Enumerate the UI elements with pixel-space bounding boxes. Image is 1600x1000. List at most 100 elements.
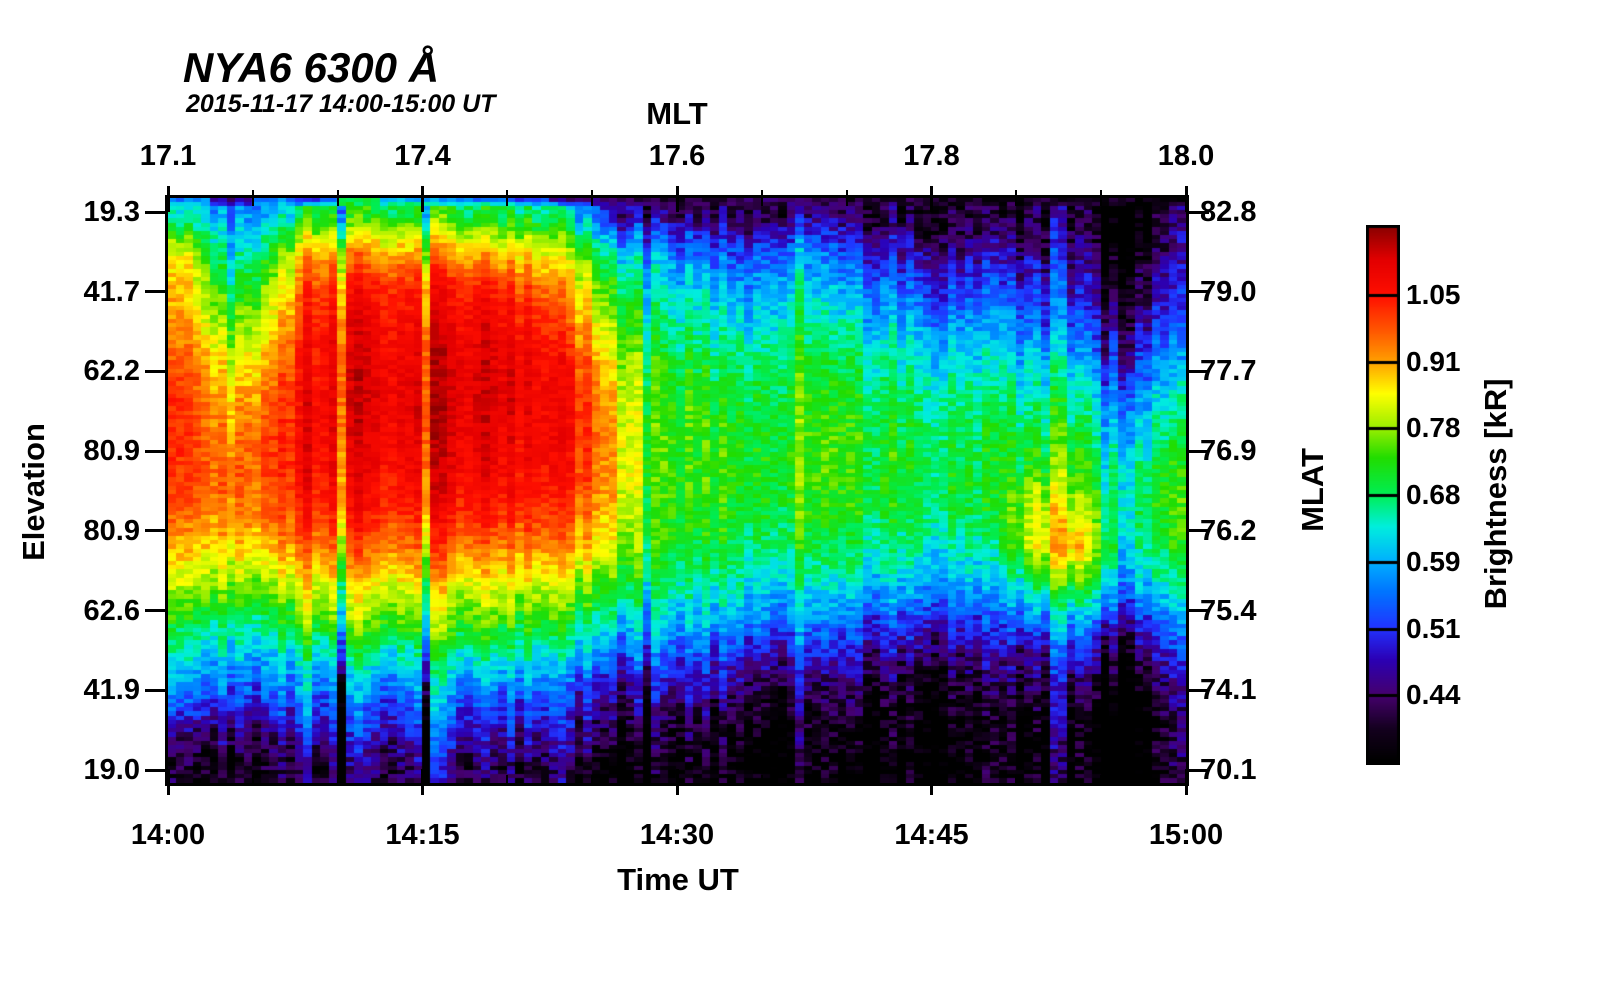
top-minor-tick (760, 198, 763, 206)
top-minor-tick (1015, 190, 1018, 195)
bottom-minor-tick (591, 775, 594, 783)
bottom-minor-tick (1100, 775, 1103, 783)
time-tick-label: 15:00 (1148, 819, 1224, 851)
right-tick (1189, 529, 1209, 533)
right-tick (1189, 449, 1209, 453)
bottom-minor-tick (506, 775, 509, 783)
mlt-tick-label: 17.8 (903, 140, 960, 172)
bottom-minor-tick (1015, 775, 1018, 783)
left-tick (145, 449, 165, 453)
top-major-tick (166, 186, 170, 195)
elevation-tick-label: 19.0 (83, 754, 140, 786)
left-tick (145, 529, 165, 533)
top-major-tick (1184, 198, 1188, 212)
left-tick (145, 768, 165, 772)
top-minor-tick (845, 198, 848, 206)
top-minor-tick (336, 190, 339, 195)
bottom-major-tick (166, 769, 170, 783)
top-minor-tick (845, 190, 848, 195)
bottom-minor-tick (845, 775, 848, 783)
colorbar-tick-label: 0.51 (1406, 612, 1461, 644)
plot-frame (165, 195, 1189, 786)
elevation-tick-label: 41.9 (83, 674, 140, 707)
top-minor-tick (506, 190, 509, 195)
mlt-tick-label: 18.0 (1157, 140, 1215, 172)
right-tick (1189, 290, 1209, 294)
left-tick (145, 369, 165, 373)
mlat-tick-label: 76.9 (1200, 435, 1257, 468)
keogram-heatmap-canvas (168, 198, 1186, 783)
mlat-tick-label: 77.7 (1200, 355, 1257, 388)
bottom-minor-tick (336, 775, 339, 783)
top-minor-tick (336, 198, 339, 206)
mlt-tick-label: 17.1 (139, 140, 197, 172)
time-tick-label: 14:45 (894, 819, 969, 851)
bottom-minor-tick (760, 775, 763, 783)
time-tick-label: 14:15 (385, 819, 460, 851)
colorbar-tick-label: 0.68 (1406, 479, 1461, 510)
bottom-major-tick (930, 769, 933, 783)
colorbar-tick-label: 0.91 (1406, 345, 1461, 377)
right-tick (1189, 768, 1209, 772)
time-tick-label: 14:00 (130, 819, 206, 851)
mlat-tick-label: 70.1 (1200, 754, 1257, 786)
top-minor-tick (251, 198, 254, 206)
mlt-tick-label: 17.6 (648, 140, 706, 172)
top-minor-tick (1100, 198, 1103, 206)
mlat-tick-label: 76.2 (1200, 514, 1257, 547)
bottom-major-tick (421, 769, 424, 783)
top-minor-tick (760, 190, 763, 195)
elevation-tick-label: 80.9 (83, 514, 140, 547)
page-title: NYA6 6300 Å (183, 44, 440, 91)
top-major-tick (421, 198, 424, 212)
colorbar-canvas (1366, 225, 1400, 765)
colorbar-tick-label: 0.44 (1406, 679, 1461, 711)
colorbar-tick-label: 1.05 (1406, 278, 1461, 310)
top-major-tick (930, 198, 933, 212)
mlat-tick-label: 75.4 (1200, 594, 1257, 627)
top-minor-tick (591, 198, 594, 206)
page-subtitle: 2015-11-17 14:00-15:00 UT (186, 90, 496, 118)
mlat-tick-label: 79.0 (1200, 275, 1257, 308)
bottom-major-tick (930, 786, 933, 795)
elevation-tick-label: 62.6 (83, 594, 140, 627)
bottom-axis-title: Time UT (617, 862, 739, 897)
elevation-tick-label: 80.9 (83, 435, 140, 468)
colorbar-tick-label: 0.59 (1406, 545, 1461, 577)
elevation-tick-label: 62.2 (83, 355, 140, 388)
time-tick-label: 14:30 (639, 819, 715, 851)
colorbar-tick-label: 0.78 (1406, 412, 1461, 444)
right-tick (1189, 609, 1209, 613)
top-minor-tick (1100, 190, 1103, 195)
top-axis-title: MLT (646, 96, 708, 131)
top-major-tick (421, 186, 424, 195)
bottom-major-tick (675, 786, 679, 795)
top-major-tick (930, 186, 933, 195)
elevation-tick-label: 19.3 (83, 196, 140, 228)
bottom-major-tick (1184, 769, 1188, 783)
bottom-major-tick (675, 769, 679, 783)
right-tick (1189, 688, 1209, 692)
right-tick (1189, 210, 1209, 214)
mlat-tick-label: 74.1 (1200, 674, 1257, 707)
top-major-tick (1184, 186, 1188, 195)
bottom-major-tick (421, 786, 424, 795)
mlat-tick-label: 82.8 (1200, 196, 1257, 228)
left-tick (145, 290, 165, 294)
top-minor-tick (1015, 198, 1018, 206)
top-minor-tick (251, 190, 254, 195)
mlt-tick-label: 17.4 (394, 140, 451, 172)
top-minor-tick (591, 190, 594, 195)
right-tick (1189, 369, 1209, 373)
bottom-major-tick (166, 786, 170, 795)
top-minor-tick (506, 198, 509, 206)
bottom-minor-tick (251, 775, 254, 783)
top-major-tick (166, 198, 170, 212)
top-major-tick (675, 186, 679, 195)
left-tick (145, 688, 165, 692)
elevation-tick-label: 41.7 (83, 275, 140, 308)
bottom-major-tick (1184, 786, 1188, 795)
left-tick (145, 609, 165, 613)
left-tick (145, 210, 165, 214)
